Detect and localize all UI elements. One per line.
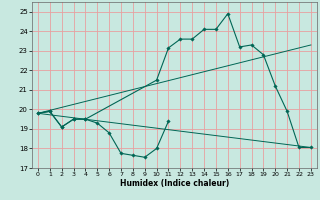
X-axis label: Humidex (Indice chaleur): Humidex (Indice chaleur) — [120, 179, 229, 188]
